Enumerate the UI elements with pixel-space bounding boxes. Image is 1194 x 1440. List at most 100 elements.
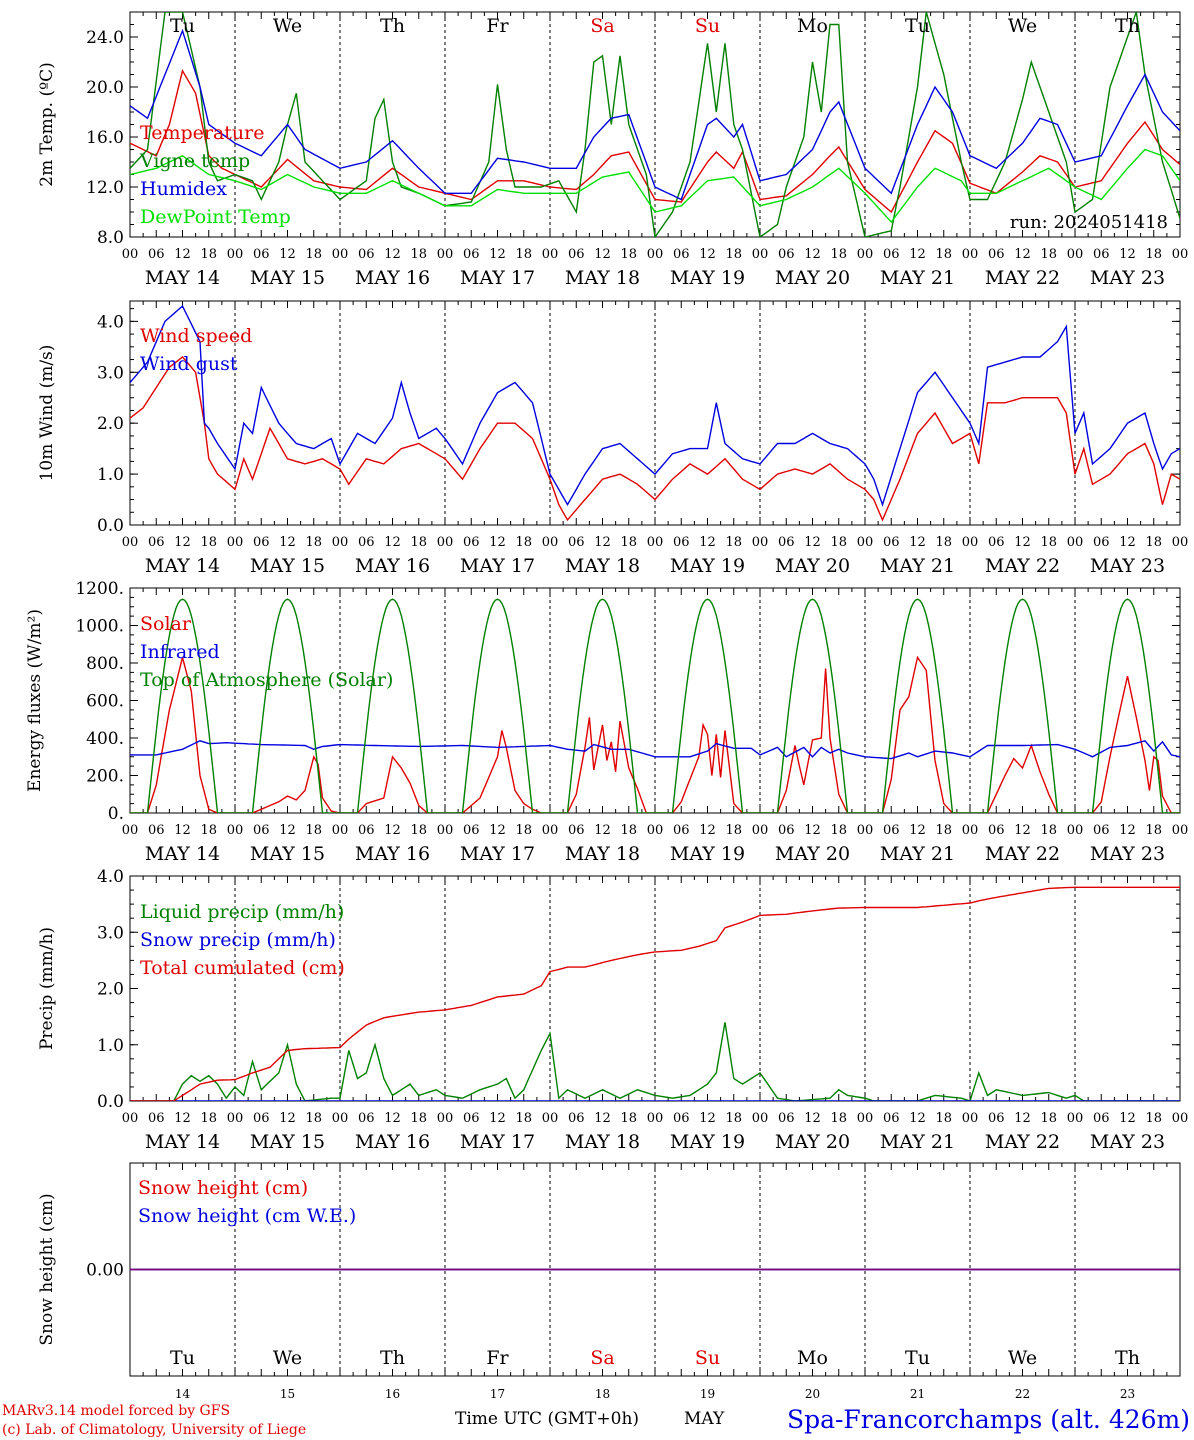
hour-label: 18 bbox=[935, 535, 952, 550]
legend-entry: Snow height (cm W.E.) bbox=[138, 1205, 356, 1227]
hour-label: 00 bbox=[647, 1111, 664, 1126]
hour-label: 18 bbox=[515, 247, 532, 262]
legend-entry: Solar bbox=[140, 613, 192, 635]
y-tick-label: 4.0 bbox=[97, 312, 124, 332]
hour-label: 06 bbox=[568, 535, 585, 550]
hour-label: 00 bbox=[332, 1111, 349, 1126]
hour-label: 12 bbox=[699, 535, 716, 550]
series-line-wind-speed bbox=[130, 356, 1180, 522]
hour-label: 06 bbox=[568, 823, 585, 838]
date-label: MAY 21 bbox=[880, 843, 955, 865]
hour-label: 18 bbox=[305, 1111, 322, 1126]
hour-label: 00 bbox=[1172, 535, 1189, 550]
hour-label: 06 bbox=[568, 247, 585, 262]
hour-label: 00 bbox=[962, 823, 979, 838]
hour-label: 00 bbox=[542, 1111, 559, 1126]
hour-label: 00 bbox=[122, 247, 139, 262]
y-tick-label: 0.00 bbox=[86, 1261, 124, 1281]
hour-label: 12 bbox=[1119, 535, 1136, 550]
date-label: MAY 15 bbox=[250, 843, 325, 865]
hour-label: 12 bbox=[804, 823, 821, 838]
hour-label: 18 bbox=[935, 247, 952, 262]
panel-3: 0. 200. 400. 600. 800. 1000. 1200. Energy fluxe… bbox=[25, 579, 1188, 865]
hour-label: 00 bbox=[122, 535, 139, 550]
station-title: Spa-Francorchamps (alt. 426m) bbox=[787, 1405, 1190, 1434]
day-number-label: 19 bbox=[700, 1387, 715, 1401]
hour-label: 00 bbox=[332, 823, 349, 838]
hour-label: 00 bbox=[857, 535, 874, 550]
date-label: MAY 18 bbox=[565, 267, 640, 289]
day-label: Sa bbox=[590, 15, 614, 37]
hour-label: 18 bbox=[725, 535, 742, 550]
legend-entry: Snow height (cm) bbox=[138, 1177, 308, 1199]
legend-entry: Total cumulated (cm) bbox=[140, 957, 345, 979]
hour-label: 12 bbox=[594, 1111, 611, 1126]
legend-entry: Liquid precip (mm/h) bbox=[140, 901, 344, 923]
plot-frame bbox=[129, 300, 1181, 526]
series-line-infrared bbox=[130, 740, 1180, 760]
hour-label: 18 bbox=[620, 247, 637, 262]
hour-label: 00 bbox=[1067, 247, 1084, 262]
series-line-liquid-precip-mm-h- bbox=[130, 1022, 1180, 1101]
y-tick-label: 1.0 bbox=[97, 465, 124, 485]
date-label: MAY 16 bbox=[355, 1131, 430, 1153]
hour-label: 06 bbox=[673, 1111, 690, 1126]
hour-label: 18 bbox=[410, 247, 427, 262]
y-tick-label: 0.0 bbox=[97, 516, 124, 536]
series-line-humidex bbox=[130, 28, 1180, 201]
hour-label: 00 bbox=[542, 535, 559, 550]
hour-label: 18 bbox=[830, 535, 847, 550]
hour-label: 18 bbox=[935, 1111, 952, 1126]
date-label: MAY 15 bbox=[250, 1131, 325, 1153]
hour-label: 00 bbox=[227, 1111, 244, 1126]
panel-4: 0.0 1.0 2.0 3.0 4.0 Precip (mm/h) Liquid preci… bbox=[37, 867, 1188, 1153]
hour-label: 06 bbox=[253, 247, 270, 262]
hour-label: 06 bbox=[568, 1111, 585, 1126]
day-label: Tu bbox=[905, 1347, 930, 1369]
day-label: Tu bbox=[905, 15, 930, 37]
y-tick-label: 8.0 bbox=[97, 228, 124, 248]
day-label: Th bbox=[1115, 15, 1140, 37]
y-tick-label: 1.0 bbox=[97, 1036, 124, 1056]
hour-label: 12 bbox=[594, 535, 611, 550]
date-label: MAY 22 bbox=[985, 267, 1060, 289]
series-line-solar bbox=[130, 655, 1180, 813]
hour-label: 12 bbox=[174, 247, 191, 262]
date-label: MAY 18 bbox=[565, 555, 640, 577]
hour-label: 06 bbox=[358, 823, 375, 838]
hour-label: 12 bbox=[909, 823, 926, 838]
hour-label: 12 bbox=[384, 247, 401, 262]
date-label: MAY 23 bbox=[1090, 267, 1165, 289]
hour-label: 00 bbox=[437, 247, 454, 262]
hour-label: 06 bbox=[1093, 535, 1110, 550]
hour-label: 00 bbox=[962, 535, 979, 550]
date-label: MAY 17 bbox=[460, 1131, 535, 1153]
hour-label: 12 bbox=[699, 1111, 716, 1126]
hour-label: 18 bbox=[620, 1111, 637, 1126]
hour-label: 06 bbox=[358, 535, 375, 550]
day-label: Th bbox=[380, 15, 405, 37]
hour-label: 06 bbox=[253, 1111, 270, 1126]
hour-label: 06 bbox=[358, 247, 375, 262]
x-axis-month: MAY bbox=[684, 1409, 725, 1429]
hour-label: 18 bbox=[1145, 535, 1162, 550]
hour-label: 06 bbox=[778, 535, 795, 550]
day-number-label: 16 bbox=[385, 1387, 400, 1401]
hour-label: 18 bbox=[410, 1111, 427, 1126]
hour-label: 06 bbox=[988, 247, 1005, 262]
date-label: MAY 19 bbox=[670, 267, 745, 289]
hour-label: 06 bbox=[673, 823, 690, 838]
hour-label: 18 bbox=[410, 823, 427, 838]
date-label: MAY 22 bbox=[985, 555, 1060, 577]
hour-label: 12 bbox=[909, 535, 926, 550]
hour-label: 00 bbox=[857, 1111, 874, 1126]
legend-entry: Infrared bbox=[140, 641, 220, 663]
date-label: MAY 19 bbox=[670, 1131, 745, 1153]
hour-label: 00 bbox=[1067, 823, 1084, 838]
hour-label: 06 bbox=[1093, 823, 1110, 838]
hour-label: 18 bbox=[620, 535, 637, 550]
date-label: MAY 20 bbox=[775, 1131, 850, 1153]
day-number-label: 18 bbox=[595, 1387, 610, 1401]
hour-label: 06 bbox=[883, 247, 900, 262]
